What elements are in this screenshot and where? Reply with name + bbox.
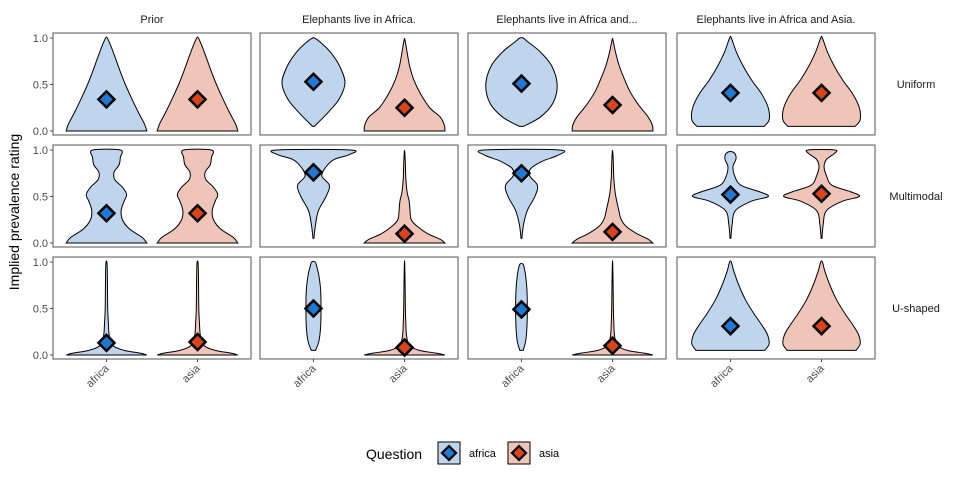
x-tick-label-asia: asia <box>804 362 827 385</box>
strip-label-elephants-live-in-africa-and: Elephants live in Africa and... <box>496 14 637 26</box>
y-tick-label: 0.5 <box>33 192 48 204</box>
violin-africa <box>690 35 770 127</box>
mean-point-asia <box>602 222 623 242</box>
strip-label-elephants-live-in-africa-and-asia: Elephants live in Africa and Asia. <box>697 14 856 26</box>
x-tick-label-africa: africa <box>708 362 736 390</box>
row-label-multimodal: Multimodal <box>889 191 942 203</box>
mean-point-asia <box>187 89 208 110</box>
mean-point-asia <box>811 316 832 336</box>
mean-point-asia <box>394 97 415 118</box>
mean-point-asia <box>602 335 623 356</box>
y-tick-label: 1.0 <box>33 257 48 269</box>
y-tick-label: 1.0 <box>33 33 48 45</box>
violin-asia <box>363 37 446 132</box>
violin-asia <box>782 260 861 351</box>
legend-label-africa: africa <box>469 448 497 460</box>
mean-point-asia <box>187 332 208 352</box>
panel-border <box>52 256 252 360</box>
mean-point-africa <box>511 163 532 184</box>
violin-africa <box>65 36 148 132</box>
mean-point-africa <box>720 83 741 103</box>
panel-border <box>467 256 667 360</box>
panel-multimodal-elephants-live-in-africa <box>259 144 459 248</box>
strip-label-elephants-live-in-africa: Elephants live in Africa. <box>302 14 416 26</box>
mean-point-asia <box>811 183 832 204</box>
panel-uniform-prior: 0.0 0.5 1.0 <box>33 32 252 138</box>
x-tick-label-asia: asia <box>180 362 203 385</box>
x-tick-label-asia: asia <box>595 362 618 385</box>
strip-label-prior: Prior <box>140 14 164 26</box>
mean-point-asia <box>187 203 208 224</box>
mean-point-africa <box>96 333 117 353</box>
legend: Question africa asia <box>366 441 560 465</box>
mean-point-asia <box>394 337 415 358</box>
mean-point-africa <box>720 316 741 336</box>
panel-multimodal-elephants-live-in-africa-and <box>467 144 667 248</box>
mean-point-africa <box>96 203 117 224</box>
violin-asia <box>570 149 655 244</box>
panel-u-shaped-elephants-live-in-africa: africa asia <box>259 256 459 390</box>
x-tick-label-africa: africa <box>291 362 319 390</box>
mean-point-africa <box>303 71 324 92</box>
mean-point-africa <box>303 298 324 319</box>
mean-point-africa <box>303 162 324 183</box>
mean-point-asia <box>394 223 415 244</box>
violin-asia <box>571 37 654 132</box>
panel-border <box>259 256 459 360</box>
row-label-u-shaped: U-shaped <box>892 303 940 315</box>
mean-point-africa <box>511 299 532 320</box>
violin-africa <box>691 260 770 351</box>
violin-asia <box>156 36 239 132</box>
y-tick-label: 0.0 <box>33 126 48 138</box>
violin-africa <box>477 148 566 239</box>
y-tick-label: 0.5 <box>33 304 48 316</box>
mean-point-asia <box>811 83 832 103</box>
y-tick-label: 0.0 <box>33 350 48 362</box>
row-label-uniform: Uniform <box>897 79 936 91</box>
x-tick-label-asia: asia <box>387 362 410 385</box>
panel-uniform-elephants-live-in-africa-and-asia <box>676 32 876 136</box>
panel-uniform-elephants-live-in-africa <box>259 32 459 136</box>
panel-multimodal-elephants-live-in-africa-and-asia <box>676 144 876 248</box>
violin-africa <box>270 148 357 239</box>
y-axis-label: Implied prevalence rating <box>6 134 22 290</box>
mean-point-africa <box>720 184 741 205</box>
x-tick-label-africa: africa <box>84 362 112 390</box>
violin-asia <box>782 35 862 127</box>
legend-marker-asia <box>510 444 528 462</box>
panel-u-shaped-prior: 0.0 0.5 1.0 africa asia <box>33 256 252 390</box>
legend-label-asia: asia <box>539 448 560 460</box>
y-tick-label: 0.5 <box>33 80 48 92</box>
violin-africa <box>65 148 148 244</box>
panel-uniform-elephants-live-in-africa-and <box>467 32 667 136</box>
panel-u-shaped-elephants-live-in-africa-and-asia: africa asia <box>676 256 876 390</box>
mean-point-africa <box>511 73 532 94</box>
legend-marker-africa <box>440 444 458 462</box>
panel-border <box>259 144 459 248</box>
mean-point-africa <box>96 89 117 110</box>
legend-title: Question <box>366 446 422 462</box>
panel-border <box>467 144 667 248</box>
panel-u-shaped-elephants-live-in-africa-and: africa asia <box>467 256 667 390</box>
y-tick-label: 1.0 <box>33 145 48 157</box>
violin-asia <box>156 148 239 244</box>
facet-grid: Prior Elephants live in Africa. Elephants … <box>33 14 943 390</box>
panel-multimodal-prior: 0.0 0.5 1.0 <box>33 144 252 250</box>
x-tick-label-africa: africa <box>499 362 527 390</box>
mean-point-asia <box>602 95 623 115</box>
violin-asia <box>362 149 447 244</box>
y-tick-label: 0.0 <box>33 238 48 250</box>
